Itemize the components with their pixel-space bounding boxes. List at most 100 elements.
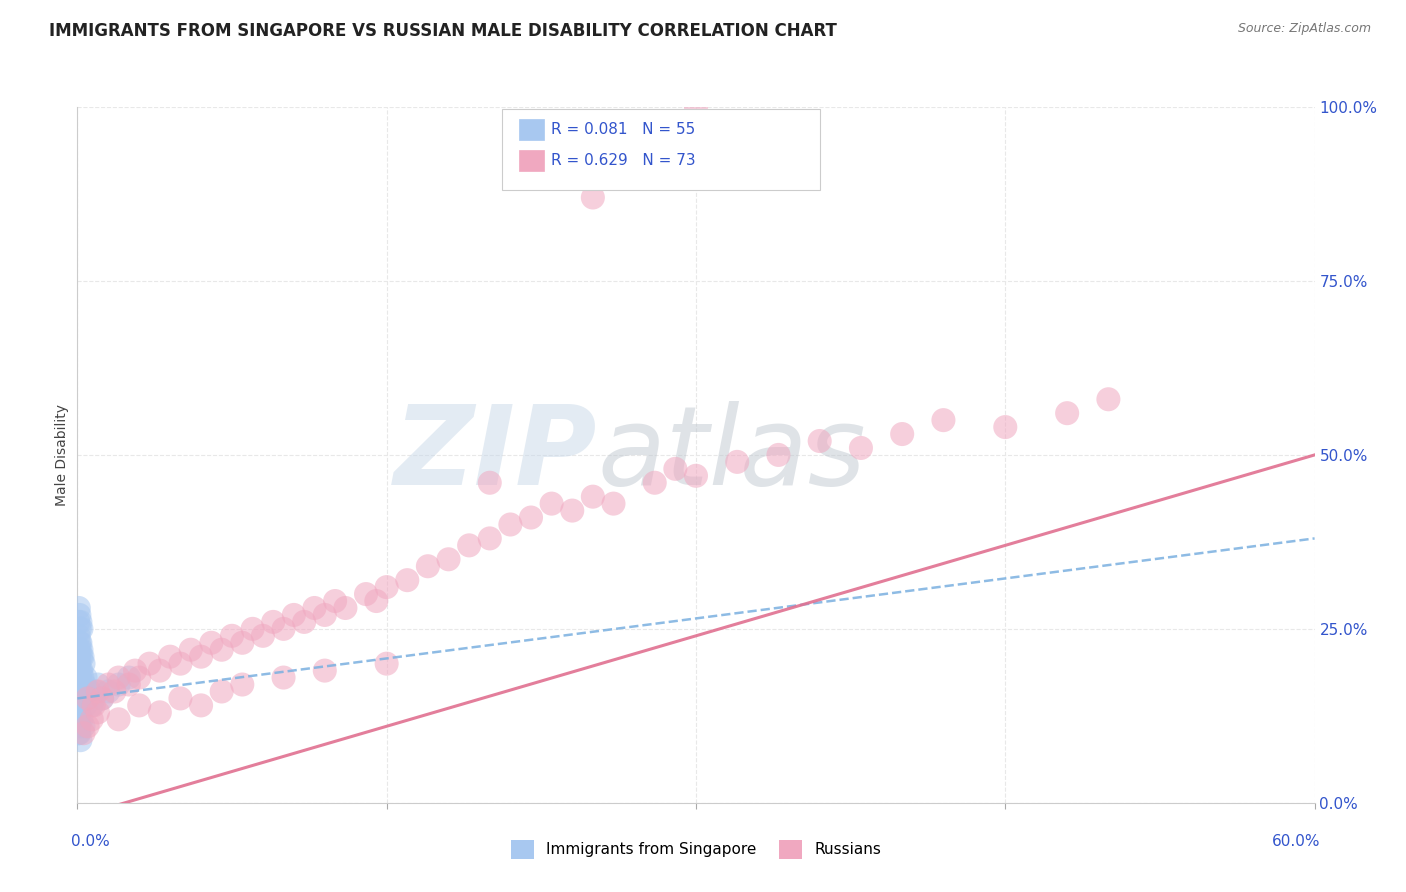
- Point: [70, 677, 93, 691]
- Point: [67, 684, 90, 698]
- Point: [97, 677, 120, 691]
- Point: [87, 706, 110, 720]
- Point: [124, 664, 146, 678]
- Point: [107, 712, 129, 726]
- Point: [416, 559, 439, 574]
- Text: R = 0.081   N = 55: R = 0.081 N = 55: [551, 122, 696, 136]
- Point: [582, 190, 605, 204]
- Point: [994, 420, 1017, 434]
- Point: [67, 706, 90, 720]
- Text: R = 0.629   N = 73: R = 0.629 N = 73: [551, 153, 696, 168]
- Point: [159, 649, 181, 664]
- Text: 0.0%: 0.0%: [72, 834, 110, 849]
- Point: [138, 657, 160, 671]
- Point: [97, 684, 120, 698]
- Point: [478, 532, 501, 546]
- Point: [72, 684, 94, 698]
- Point: [69, 664, 91, 678]
- Point: [91, 691, 114, 706]
- Point: [190, 698, 212, 713]
- Point: [499, 517, 522, 532]
- Point: [221, 629, 243, 643]
- Point: [67, 657, 90, 671]
- Point: [73, 677, 96, 691]
- Point: [200, 636, 222, 650]
- Point: [849, 441, 872, 455]
- Point: [80, 712, 103, 726]
- Point: [67, 691, 90, 706]
- Point: [354, 587, 377, 601]
- Point: [69, 622, 91, 636]
- Point: [582, 490, 605, 504]
- Point: [808, 434, 831, 448]
- Point: [84, 684, 107, 698]
- Point: [67, 726, 90, 740]
- Point: [67, 615, 90, 629]
- Point: [70, 712, 93, 726]
- Point: [1056, 406, 1078, 420]
- Point: [118, 671, 141, 685]
- Point: [69, 671, 91, 685]
- Point: [366, 594, 388, 608]
- Point: [79, 684, 101, 698]
- Point: [520, 510, 543, 524]
- Point: [458, 538, 481, 552]
- Point: [69, 733, 91, 747]
- Legend: Immigrants from Singapore, Russians: Immigrants from Singapore, Russians: [505, 834, 887, 864]
- Point: [323, 594, 346, 608]
- Point: [437, 552, 460, 566]
- Point: [725, 455, 748, 469]
- Point: [128, 698, 150, 713]
- Point: [69, 636, 91, 650]
- Point: [664, 462, 686, 476]
- Point: [70, 664, 93, 678]
- Point: [67, 671, 90, 685]
- Point: [83, 698, 105, 713]
- Point: [67, 698, 90, 713]
- Point: [91, 691, 114, 706]
- Point: [231, 636, 253, 650]
- Point: [67, 677, 90, 691]
- Point: [67, 657, 90, 671]
- Point: [67, 698, 90, 713]
- Y-axis label: Male Disability: Male Disability: [55, 404, 69, 506]
- Point: [67, 601, 90, 615]
- Point: [69, 615, 91, 629]
- Point: [190, 649, 212, 664]
- Text: Source: ZipAtlas.com: Source: ZipAtlas.com: [1237, 22, 1371, 36]
- Point: [932, 413, 955, 427]
- Point: [69, 642, 91, 657]
- Point: [76, 691, 98, 706]
- Point: [67, 636, 90, 650]
- Point: [67, 607, 90, 622]
- Point: [107, 671, 129, 685]
- Point: [72, 657, 94, 671]
- Point: [292, 615, 315, 629]
- Point: [375, 580, 398, 594]
- Point: [70, 622, 93, 636]
- Text: 60.0%: 60.0%: [1272, 834, 1320, 849]
- Point: [375, 657, 398, 671]
- Point: [149, 664, 172, 678]
- Point: [67, 691, 90, 706]
- Point: [70, 642, 93, 657]
- Text: IMMIGRANTS FROM SINGAPORE VS RUSSIAN MALE DISABILITY CORRELATION CHART: IMMIGRANTS FROM SINGAPORE VS RUSSIAN MAL…: [49, 22, 837, 40]
- Point: [262, 615, 284, 629]
- Point: [211, 642, 233, 657]
- Point: [180, 642, 202, 657]
- Point: [72, 671, 94, 685]
- Point: [242, 622, 264, 636]
- Point: [169, 657, 191, 671]
- Point: [335, 601, 357, 615]
- Text: atlas: atlas: [598, 401, 866, 508]
- Point: [891, 427, 914, 442]
- Point: [273, 622, 295, 636]
- Point: [72, 726, 94, 740]
- Point: [67, 706, 90, 720]
- Point: [67, 726, 90, 740]
- Point: [75, 698, 97, 713]
- Point: [67, 649, 90, 664]
- Point: [685, 468, 707, 483]
- Point: [1097, 392, 1119, 407]
- Point: [87, 684, 110, 698]
